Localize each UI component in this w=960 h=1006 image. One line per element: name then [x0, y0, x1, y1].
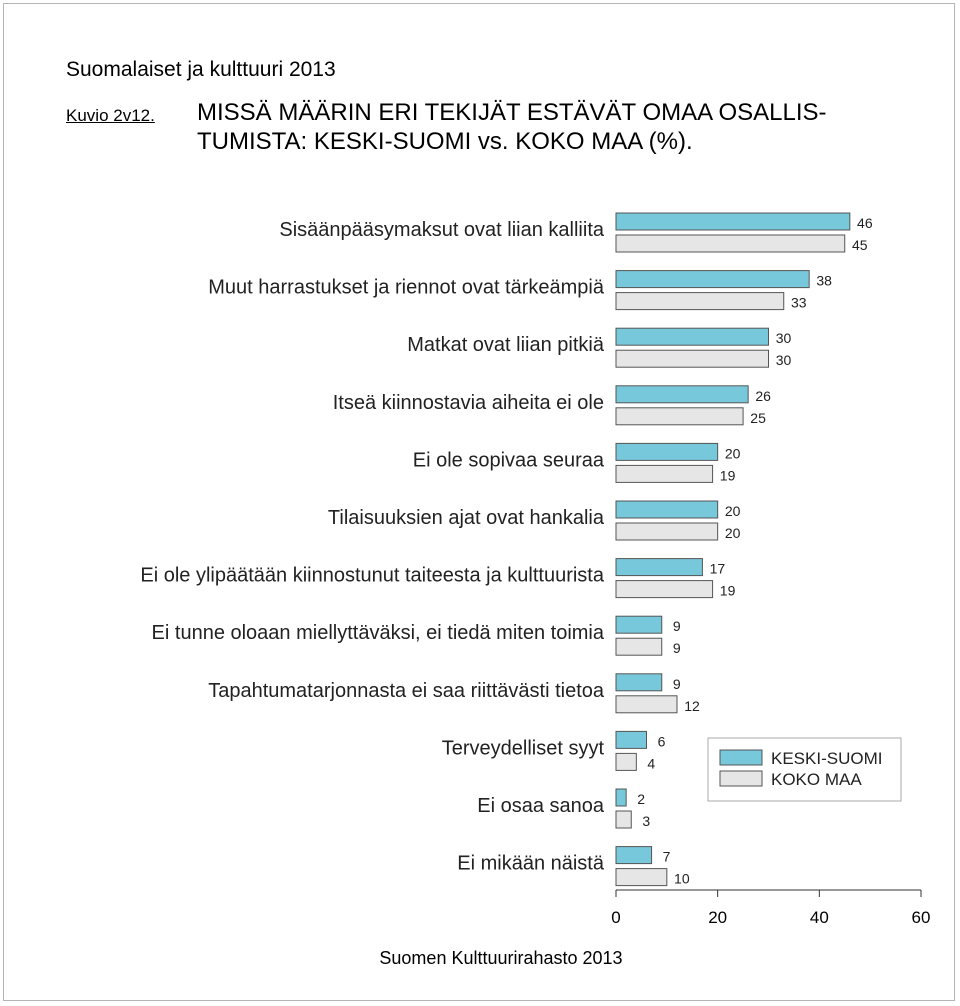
- bar-keski-suomi: [615, 442, 719, 461]
- bar-keski-suomi: [615, 615, 663, 634]
- data-label: 19: [720, 583, 736, 599]
- data-label: 26: [755, 388, 771, 404]
- data-label: 2: [637, 791, 645, 807]
- report-header: Suomalaiset ja kulttuuri 2013: [66, 58, 336, 81]
- category-label: Ei ole ylipäätään kiinnostunut taiteesta…: [140, 565, 604, 587]
- data-label: 33: [791, 295, 807, 311]
- category-label: Ei ole sopivaa seuraa: [413, 449, 605, 471]
- bar-koko-maa: [615, 522, 719, 541]
- data-label: 10: [674, 871, 690, 887]
- data-label: 30: [776, 352, 792, 368]
- bar-keski-suomi: [615, 730, 647, 749]
- legend-swatch-keski-suomi: [719, 749, 763, 766]
- data-label: 9: [673, 676, 681, 692]
- legend-box: [707, 737, 902, 802]
- x-axis: 0 20 40 60: [611, 889, 931, 927]
- data-label: 4: [647, 755, 655, 771]
- legend-label: KOKO MAA: [771, 770, 862, 789]
- bar-koko-maa: [615, 464, 714, 483]
- category-label: Sisäänpääsymaksut ovat liian kalliita: [279, 219, 604, 241]
- data-label: 12: [684, 698, 700, 714]
- bar-koko-maa: [615, 637, 663, 656]
- legend: KESKI-SUOMI KOKO MAA: [707, 737, 902, 802]
- source-footer: Suomen Kulttuurirahasto 2013: [379, 948, 623, 968]
- category-labels: Sisäänpääsymaksut ovat liian kalliita Muu…: [140, 219, 605, 875]
- data-label: 25: [750, 410, 766, 426]
- category-label: Muut harrastukset ja riennot ovat tärkeä…: [208, 277, 605, 299]
- category-label: Terveydelliset syyt: [442, 737, 605, 759]
- data-label: 17: [710, 561, 726, 577]
- bar-koko-maa: [615, 810, 632, 829]
- bar-keski-suomi: [615, 673, 663, 692]
- data-label: 20: [725, 445, 741, 461]
- category-label: Itseä kiinnostavia aiheita ei ole: [333, 392, 604, 414]
- bar-koko-maa: [615, 292, 785, 311]
- category-label: Ei tunne oloaan miellyttäväksi, ei tiedä…: [152, 622, 605, 644]
- bar-keski-suomi: [615, 270, 810, 289]
- data-label: 45: [852, 237, 868, 253]
- bar-koko-maa: [615, 580, 714, 599]
- data-label: 6: [658, 733, 666, 749]
- category-label: Ei mikään näistä: [457, 853, 605, 875]
- x-tick-label: 20: [708, 908, 727, 927]
- bars: [615, 212, 851, 887]
- bar-keski-suomi: [615, 385, 749, 404]
- figure-frame: [3, 3, 955, 1001]
- category-label: Ei osaa sanoa: [477, 795, 605, 817]
- bar-koko-maa: [615, 234, 846, 253]
- x-tick-label: 0: [611, 908, 620, 927]
- x-tick-label: 40: [810, 908, 829, 927]
- bar-koko-maa: [615, 695, 678, 714]
- data-label: 9: [673, 618, 681, 634]
- figure-number: Kuvio 2v12.: [66, 106, 155, 125]
- category-label: Tilaisuuksien ajat ovat hankalia: [328, 507, 605, 529]
- data-label: 30: [776, 330, 792, 346]
- bar-keski-suomi: [615, 500, 719, 519]
- bar-keski-suomi: [615, 846, 653, 865]
- bar-keski-suomi: [615, 212, 851, 231]
- bar-koko-maa: [615, 407, 744, 426]
- bar-koko-maa: [615, 752, 637, 771]
- data-label: 3: [642, 813, 650, 829]
- bar-keski-suomi: [615, 788, 627, 807]
- category-label: Tapahtumatarjonnasta ei saa riittävästi …: [208, 680, 605, 702]
- category-label: Matkat ovat liian pitkiä: [407, 334, 605, 356]
- data-label: 38: [816, 273, 832, 289]
- data-label: 7: [663, 849, 671, 865]
- data-label: 19: [720, 467, 736, 483]
- bar-koko-maa: [615, 868, 668, 887]
- chart-title: MISSÄ MÄÄRIN ERI TEKIJÄT ESTÄVÄT OMAA OS…: [197, 99, 827, 155]
- data-label: 9: [673, 640, 681, 656]
- bar-koko-maa: [615, 349, 769, 368]
- bar-keski-suomi: [615, 558, 703, 577]
- data-label: 20: [725, 503, 741, 519]
- legend-swatch-koko-maa: [719, 770, 763, 787]
- legend-label: KESKI-SUOMI: [771, 749, 882, 768]
- data-label: 46: [857, 215, 873, 231]
- x-tick-label: 60: [912, 908, 931, 927]
- bar-keski-suomi: [615, 327, 769, 346]
- data-label: 20: [725, 525, 741, 541]
